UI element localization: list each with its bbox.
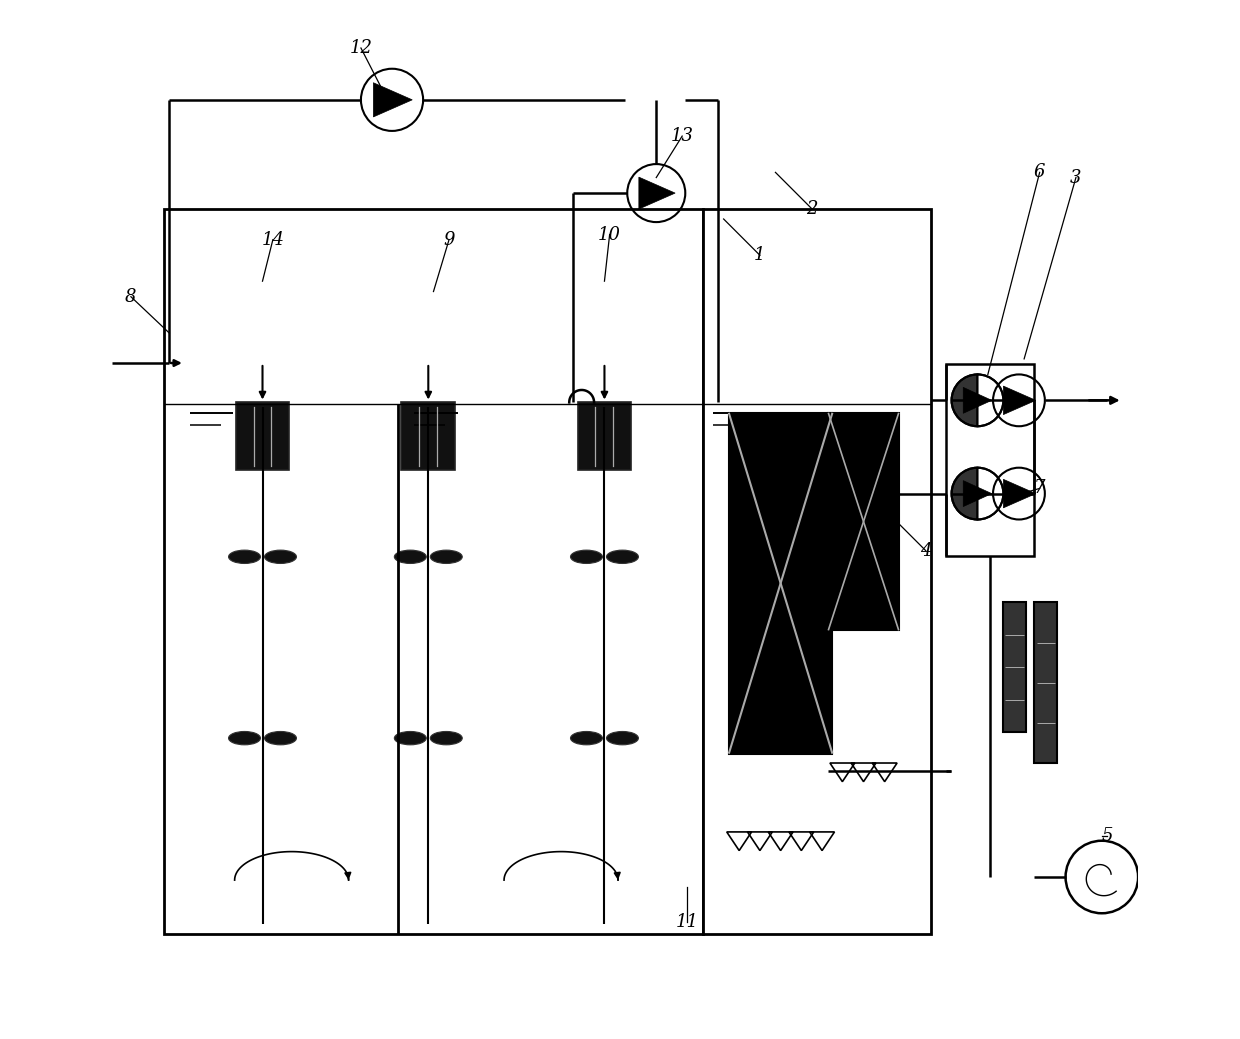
Bar	[729, 412, 832, 753]
Bar	[164, 209, 703, 934]
Ellipse shape	[394, 550, 427, 563]
Text: 12: 12	[350, 39, 372, 57]
Text: 5: 5	[1101, 827, 1112, 845]
Text: 3: 3	[1070, 168, 1081, 187]
Ellipse shape	[430, 731, 463, 745]
Ellipse shape	[228, 731, 260, 745]
Text: 1: 1	[754, 246, 765, 264]
Ellipse shape	[606, 731, 639, 745]
Ellipse shape	[264, 550, 296, 563]
Text: 8: 8	[125, 288, 136, 305]
Ellipse shape	[394, 731, 427, 745]
Ellipse shape	[430, 550, 463, 563]
Ellipse shape	[606, 550, 639, 563]
Bar	[1034, 603, 1058, 763]
Text: 4: 4	[920, 541, 931, 560]
Ellipse shape	[570, 550, 603, 563]
Text: 10: 10	[598, 225, 621, 243]
Text: 13: 13	[671, 127, 693, 145]
Ellipse shape	[570, 731, 603, 745]
Ellipse shape	[264, 731, 296, 745]
Bar	[1003, 603, 1027, 731]
Ellipse shape	[228, 550, 260, 563]
Wedge shape	[951, 374, 977, 426]
Polygon shape	[1003, 479, 1035, 508]
Bar	[946, 364, 1034, 556]
Text: 9: 9	[443, 231, 455, 248]
Polygon shape	[373, 83, 412, 117]
Bar	[402, 402, 455, 470]
Text: 6: 6	[1034, 163, 1045, 182]
Text: 11: 11	[676, 912, 699, 931]
Text: 14: 14	[262, 231, 284, 248]
Text: 2: 2	[806, 199, 817, 217]
Polygon shape	[963, 481, 992, 507]
Polygon shape	[639, 177, 675, 209]
Bar	[236, 402, 289, 470]
Bar	[703, 209, 931, 934]
Polygon shape	[1003, 387, 1035, 415]
Wedge shape	[951, 468, 977, 520]
Text: 7: 7	[1034, 479, 1045, 498]
Bar	[578, 402, 631, 470]
Wedge shape	[977, 468, 1003, 520]
Wedge shape	[977, 374, 1003, 426]
Bar	[828, 412, 899, 631]
Polygon shape	[963, 388, 992, 414]
